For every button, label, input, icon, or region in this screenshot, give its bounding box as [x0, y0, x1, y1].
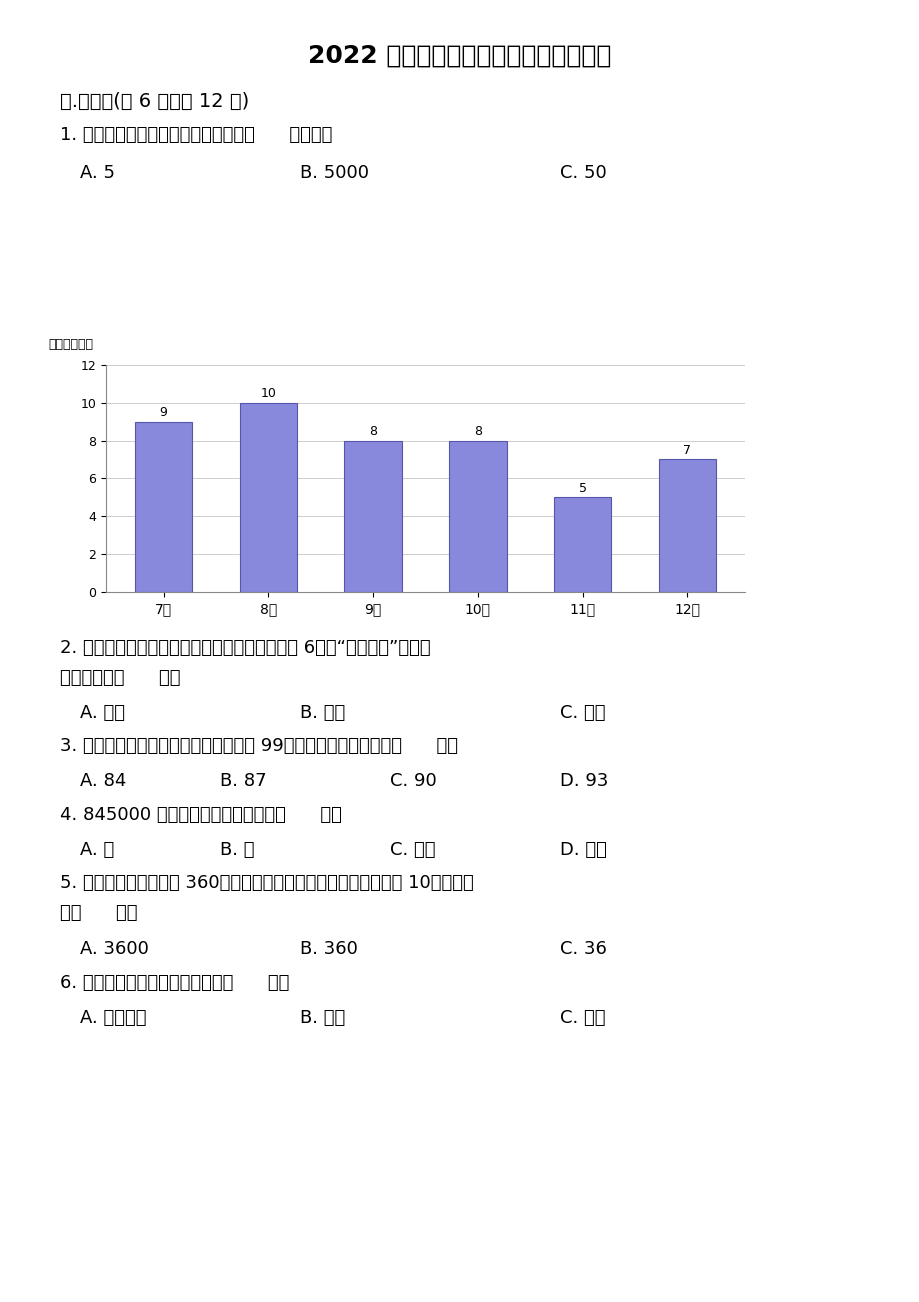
Text: A. 5: A. 5 [80, 164, 115, 182]
Text: C. 位数: C. 位数 [560, 1009, 605, 1027]
Text: 是（      ）。: 是（ ）。 [60, 904, 137, 922]
Bar [135, 422, 192, 592]
Text: 1. 小红家下半年各月用水量最多相差（      ）千克。: 1. 小红家下半年各月用水量最多相差（ ）千克。 [60, 126, 332, 145]
Text: 10: 10 [260, 387, 276, 400]
Text: 8: 8 [369, 426, 377, 439]
Text: 9: 9 [160, 406, 167, 419]
Text: D. 93: D. 93 [560, 772, 607, 790]
Text: 7: 7 [683, 444, 690, 457]
Text: C. 90: C. 90 [390, 772, 437, 790]
Text: 6. 十位、千位、万位、亿位都是（      ）。: 6. 十位、千位、万位、亿位都是（ ）。 [60, 974, 289, 992]
Text: B. 偏大: B. 偏大 [300, 704, 345, 723]
Text: C. 十万: C. 十万 [390, 841, 435, 859]
Text: B. 360: B. 360 [300, 940, 357, 958]
Text: B. 5000: B. 5000 [300, 164, 369, 182]
Text: B. 千: B. 千 [220, 841, 255, 859]
Bar [344, 440, 402, 592]
Text: 2. 在计算除数是两位数的除法时，除数个位上是 6，用“四舍五入”法试商: 2. 在计算除数是两位数的除法时，除数个位上是 6，用“四舍五入”法试商 [60, 639, 430, 658]
Text: 3. 连续的六个自然数，后三个数的和是 99，那么前三个数的和是（      ）。: 3. 连续的六个自然数，后三个数的和是 99，那么前三个数的和是（ ）。 [60, 737, 458, 755]
Text: C. 50: C. 50 [560, 164, 607, 182]
Text: 5: 5 [578, 482, 586, 495]
Text: B. 数位: B. 数位 [300, 1009, 345, 1027]
Text: A. 84: A. 84 [80, 772, 126, 790]
Text: A. 计数单位: A. 计数单位 [80, 1009, 146, 1027]
Bar [658, 460, 715, 592]
Text: A. 正好: A. 正好 [80, 704, 125, 723]
Text: D. 百万: D. 百万 [560, 841, 607, 859]
Text: 2022 青岛版四年级上册数学期末测试卷: 2022 青岛版四年级上册数学期末测试卷 [308, 44, 611, 68]
Bar [448, 440, 506, 592]
Text: C. 偏小: C. 偏小 [560, 704, 605, 723]
Bar [239, 402, 297, 592]
Text: A. 万: A. 万 [80, 841, 114, 859]
Text: B. 87: B. 87 [220, 772, 267, 790]
Text: A. 3600: A. 3600 [80, 940, 149, 958]
Text: 4. 845000 这个数，最高计数单位是（      ）。: 4. 845000 这个数，最高计数单位是（ ）。 [60, 806, 342, 824]
Text: 时，商往往（      ）。: 时，商往往（ ）。 [60, 669, 180, 687]
Y-axis label: 用水量（吨）: 用水量（吨） [48, 339, 93, 350]
Text: C. 36: C. 36 [560, 940, 607, 958]
Text: 5. 两个因数相乘的积是 360，如果一个因数不变，另一个因数除以 10，那么积: 5. 两个因数相乘的积是 360，如果一个因数不变，另一个因数除以 10，那么积 [60, 874, 473, 892]
Bar [553, 497, 611, 592]
Text: 一.选择题(公 6 题，公 12 分): 一.选择题(公 6 题，公 12 分) [60, 92, 249, 111]
Text: 8: 8 [473, 426, 482, 439]
